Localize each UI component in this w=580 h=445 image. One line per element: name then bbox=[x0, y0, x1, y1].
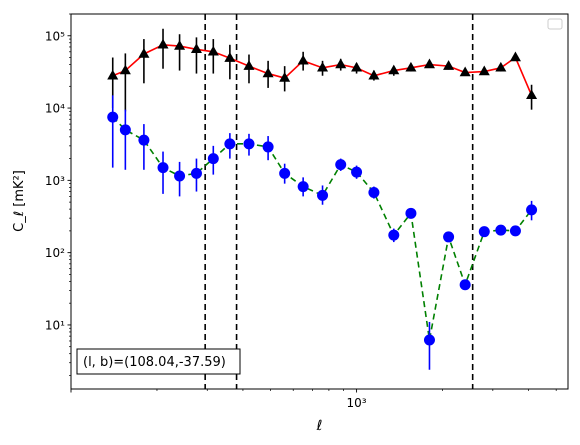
series-2-marker bbox=[368, 186, 380, 198]
series-2-marker bbox=[317, 189, 329, 201]
series-2-marker bbox=[478, 226, 490, 238]
series-2-marker bbox=[107, 111, 119, 123]
y-tick-label: 10⁵ bbox=[45, 29, 65, 43]
series-2-marker bbox=[423, 334, 435, 346]
series-2-marker bbox=[207, 153, 219, 165]
series-1-marker bbox=[119, 64, 131, 75]
series-1-marker bbox=[138, 47, 150, 58]
x-tick-label: 10³ bbox=[347, 396, 367, 410]
series-1-marker bbox=[190, 43, 202, 54]
series-1-marker bbox=[224, 52, 236, 62]
plot-frame bbox=[70, 13, 569, 390]
series-1-marker bbox=[279, 72, 291, 82]
series-2-marker bbox=[405, 207, 417, 219]
series-2-marker bbox=[459, 279, 471, 291]
series-1-marker bbox=[509, 51, 521, 62]
y-tick-label: 10² bbox=[45, 246, 65, 260]
series-1-marker bbox=[459, 66, 471, 77]
series-2-marker bbox=[190, 167, 202, 179]
y-axis-label-group: C_ℓ [mK²] bbox=[12, 170, 27, 232]
series-2-marker bbox=[509, 225, 521, 237]
series-2-marker bbox=[138, 134, 150, 146]
series-2-marker bbox=[297, 181, 309, 193]
series-1-marker bbox=[405, 61, 417, 72]
series-2-marker bbox=[388, 229, 400, 241]
series-2-marker bbox=[243, 138, 255, 150]
series-2-marker bbox=[335, 159, 347, 171]
series-2-marker bbox=[351, 166, 363, 178]
series-2-marker bbox=[174, 170, 186, 182]
y-tick-label: 10³ bbox=[45, 174, 65, 188]
series-2-marker bbox=[157, 162, 169, 174]
series-1-marker bbox=[243, 60, 255, 70]
series-1-marker bbox=[526, 89, 538, 100]
axis-layer: 10¹ 10² 10³ 10⁴ 10⁵ 10³ bbox=[45, 13, 557, 410]
series-1-marker bbox=[368, 69, 380, 80]
series-1-marker bbox=[478, 65, 490, 76]
series-1-marker bbox=[317, 61, 329, 72]
series-1-marker bbox=[174, 40, 186, 50]
y-tick-label: 10⁴ bbox=[45, 102, 65, 116]
series-2-marker bbox=[119, 124, 131, 136]
y-tick-label: 10¹ bbox=[45, 318, 65, 332]
series-1-marker bbox=[335, 58, 347, 69]
series-2-marker bbox=[443, 231, 455, 243]
annotation-text: (l, b)=(108.04,-37.59) bbox=[83, 355, 226, 370]
x-axis-label: ℓ bbox=[316, 418, 323, 434]
series-1-marker bbox=[388, 64, 400, 75]
series-1-marker bbox=[297, 54, 309, 65]
series-2-marker bbox=[279, 167, 291, 179]
series-1-marker bbox=[423, 58, 435, 69]
series-1-marker bbox=[262, 67, 274, 78]
plot-background bbox=[71, 14, 568, 389]
legend-box bbox=[547, 18, 563, 30]
series-1-marker bbox=[351, 61, 363, 72]
series-2-marker bbox=[526, 204, 538, 216]
series-1-marker bbox=[495, 61, 507, 72]
plot-layer bbox=[107, 14, 538, 389]
annotation-box: (l, b)=(108.04,-37.59) bbox=[76, 348, 241, 375]
series-1-marker bbox=[443, 60, 455, 70]
y-axis-label: C_ℓ [mK²] bbox=[12, 170, 27, 232]
series-2-marker bbox=[262, 141, 274, 153]
series-1-marker bbox=[107, 69, 119, 80]
series-2-marker bbox=[224, 138, 236, 150]
series-2-marker bbox=[495, 224, 507, 236]
series-1-marker bbox=[157, 38, 169, 49]
series-1-marker bbox=[207, 45, 219, 56]
